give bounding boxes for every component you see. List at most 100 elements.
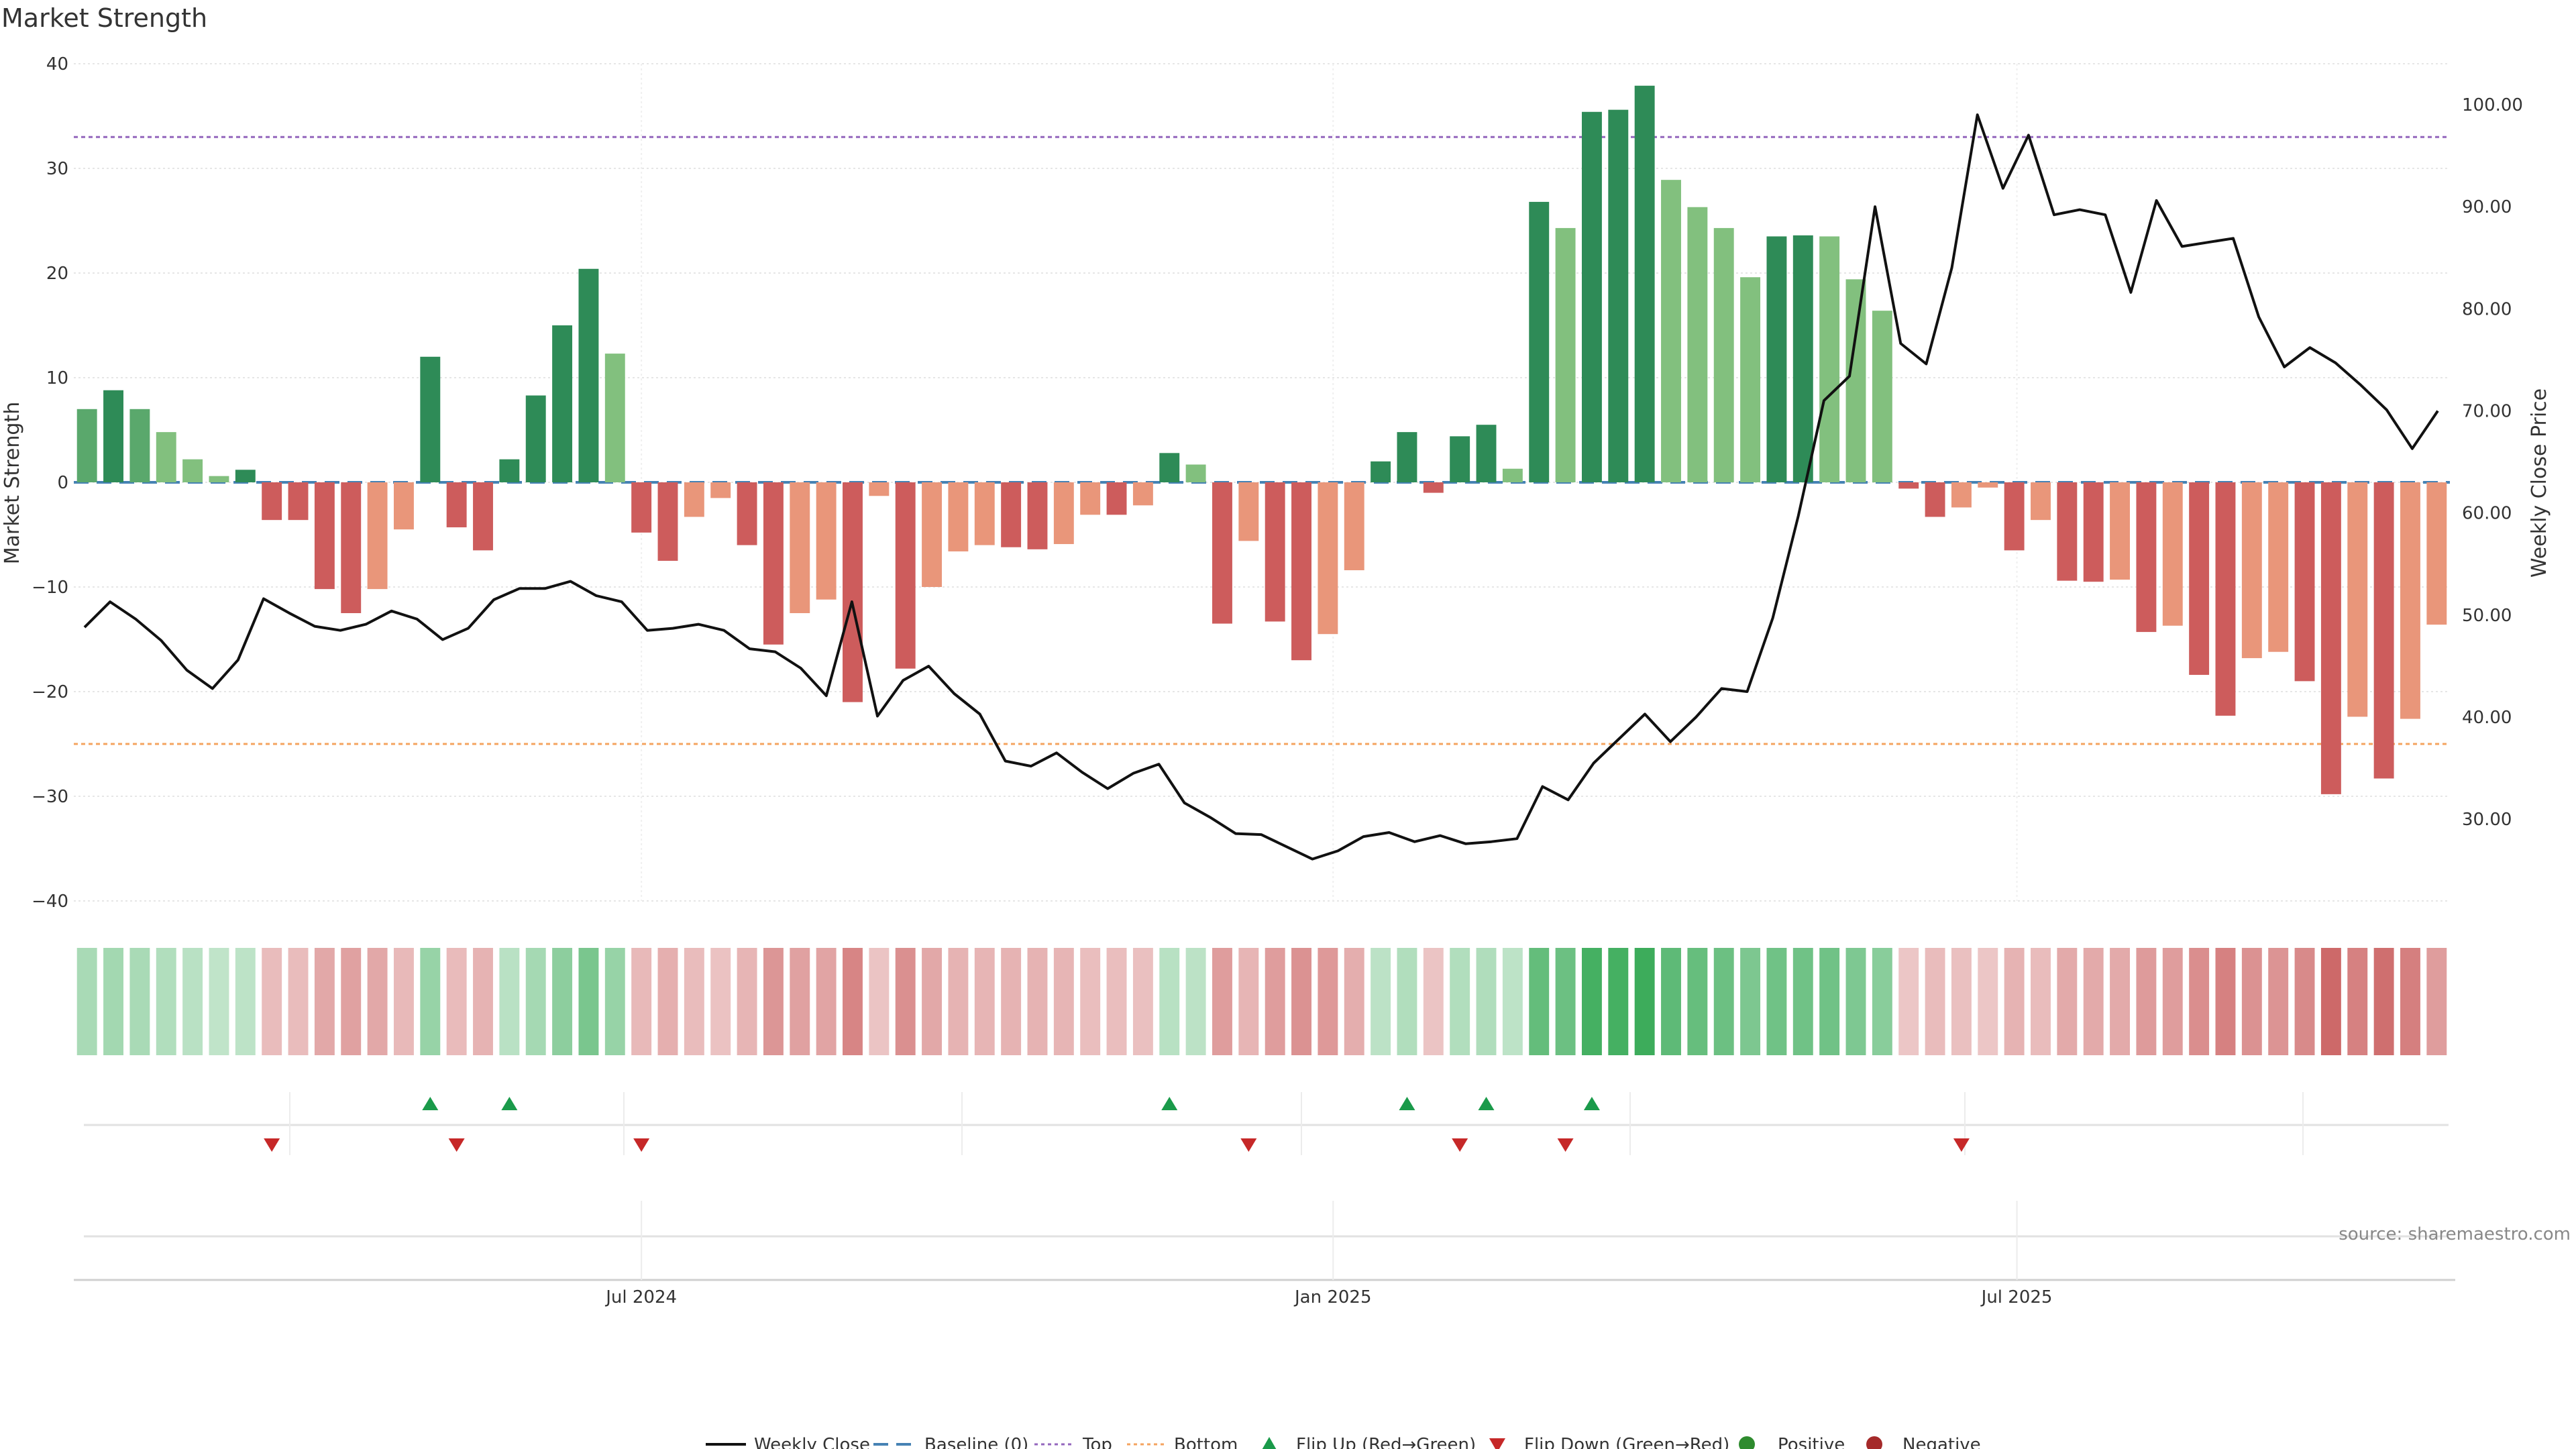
right-tick-label: 50.00 bbox=[2462, 606, 2512, 626]
heat-cell bbox=[2189, 948, 2210, 1055]
flip-down-triangle-icon bbox=[1240, 1138, 1257, 1152]
strength-bar bbox=[1925, 482, 1945, 517]
strength-bar bbox=[1212, 482, 1232, 624]
flip-up-triangle-icon bbox=[1399, 1097, 1415, 1110]
legend-top: Top bbox=[1034, 1435, 1112, 1449]
strength-bar bbox=[1185, 464, 1206, 482]
heat-cell bbox=[129, 948, 150, 1055]
legend-flip-up-label: Flip Up (Red→Green) bbox=[1296, 1435, 1476, 1449]
strength-bar bbox=[843, 482, 863, 702]
strength-bar bbox=[2294, 482, 2315, 682]
strength-bar bbox=[2268, 482, 2289, 652]
heat-cell bbox=[1951, 948, 1972, 1055]
left-axis-label: Market Strength bbox=[1, 402, 24, 564]
strength-bar bbox=[235, 470, 256, 482]
heat-cell bbox=[1925, 948, 1945, 1055]
heat-cell bbox=[2294, 948, 2315, 1055]
heat-cell bbox=[1555, 948, 1576, 1055]
strength-bar bbox=[1291, 482, 1311, 661]
legend-flip-up: Flip Up (Red→Green) bbox=[1262, 1435, 1476, 1449]
heat-cell bbox=[182, 948, 203, 1055]
heat-cell bbox=[1001, 948, 1022, 1055]
heat-cell bbox=[1978, 948, 1998, 1055]
strength-bar bbox=[816, 482, 837, 600]
strength-bar bbox=[2320, 482, 2341, 794]
strength-bar bbox=[1792, 235, 1813, 482]
right-tick-label: 30.00 bbox=[2462, 810, 2512, 830]
x-tick-label: Jul 2024 bbox=[604, 1287, 677, 1307]
strength-bar bbox=[2110, 482, 2131, 580]
heat-cell bbox=[869, 948, 890, 1055]
legend-baseline: Baseline (0) bbox=[873, 1435, 1028, 1449]
strength-bar bbox=[2400, 482, 2420, 719]
strength-bar bbox=[1132, 482, 1153, 506]
heat-cell bbox=[314, 948, 335, 1055]
left-tick-label: 40 bbox=[46, 54, 68, 74]
strength-bar bbox=[1450, 436, 1470, 482]
strength-bar bbox=[790, 482, 810, 613]
strength-bar bbox=[473, 482, 493, 551]
strength-bar bbox=[1397, 432, 1417, 482]
strength-bar bbox=[1001, 482, 1022, 547]
heat-cell bbox=[2162, 948, 2183, 1055]
strength-bar bbox=[1106, 482, 1127, 515]
heat-cell bbox=[737, 948, 757, 1055]
heat-cell bbox=[1318, 948, 1338, 1055]
heat-cell bbox=[341, 948, 362, 1055]
heat-cell bbox=[1027, 948, 1048, 1055]
heat-cell bbox=[262, 948, 282, 1055]
flip-down-triangle-icon bbox=[264, 1138, 280, 1152]
heat-cell bbox=[1898, 948, 1919, 1055]
strength-bar bbox=[367, 482, 388, 590]
strength-bar bbox=[2241, 482, 2262, 659]
strength-bar bbox=[631, 482, 652, 533]
axes: 40 30 20 10 0 −10 −20 −30 −40 100.00 90.00 80.00 70.… bbox=[32, 54, 2523, 912]
heat-cell bbox=[2215, 948, 2236, 1055]
flip-up-triangle-icon bbox=[1161, 1097, 1178, 1110]
strength-bar bbox=[869, 482, 890, 496]
strength-bar bbox=[1581, 111, 1602, 482]
heat-cell bbox=[1397, 948, 1417, 1055]
strength-bar bbox=[393, 482, 414, 530]
strength-bar bbox=[2347, 482, 2368, 717]
heat-cell bbox=[473, 948, 493, 1055]
legend-flip-down-label: Flip Down (Green→Red) bbox=[1524, 1435, 1729, 1449]
strength-bar bbox=[262, 482, 282, 521]
heat-cell bbox=[393, 948, 414, 1055]
heat-cell bbox=[2400, 948, 2420, 1055]
heat-cell bbox=[1080, 948, 1101, 1055]
heat-cell bbox=[2110, 948, 2131, 1055]
heat-cell bbox=[1740, 948, 1761, 1055]
legend-negative-label: Negative bbox=[1902, 1435, 1981, 1449]
source-text: source: sharemaestro.com bbox=[2339, 1224, 2571, 1244]
heat-cell bbox=[446, 948, 467, 1055]
heat-cell bbox=[843, 948, 863, 1055]
heat-cell bbox=[552, 948, 573, 1055]
x-tick-label: Jan 2025 bbox=[1293, 1287, 1372, 1307]
legend-negative-dot-icon bbox=[1866, 1436, 1882, 1449]
strength-bar bbox=[209, 476, 229, 482]
strength-bar bbox=[1529, 201, 1550, 482]
strength-bar bbox=[1978, 482, 1998, 488]
heat-cell bbox=[1423, 948, 1444, 1055]
flip-up-triangle-icon bbox=[1583, 1097, 1600, 1110]
heat-cell bbox=[2373, 948, 2394, 1055]
strength-bar bbox=[657, 482, 678, 561]
heat-cell bbox=[420, 948, 441, 1055]
legend-flip-down-triangle-icon bbox=[1489, 1438, 1505, 1449]
heat-cell bbox=[2241, 948, 2262, 1055]
heat-cell bbox=[1581, 948, 1602, 1055]
reference-lines bbox=[74, 136, 2450, 745]
strength-bar bbox=[1476, 425, 1497, 482]
strength-bar bbox=[1344, 482, 1364, 571]
strength-bar bbox=[314, 482, 335, 590]
left-tick-label: −30 bbox=[32, 787, 68, 807]
strength-bar bbox=[1080, 482, 1101, 515]
heat-cell bbox=[2320, 948, 2341, 1055]
heat-cell bbox=[1450, 948, 1470, 1055]
strength-bar bbox=[2189, 482, 2210, 676]
strength-bar bbox=[1502, 468, 1523, 482]
bottom-panel: Jul 2024 Jan 2025 Jul 2025 bbox=[74, 1201, 2455, 1307]
strength-bar bbox=[895, 482, 916, 669]
left-tick-label: 0 bbox=[57, 473, 68, 493]
